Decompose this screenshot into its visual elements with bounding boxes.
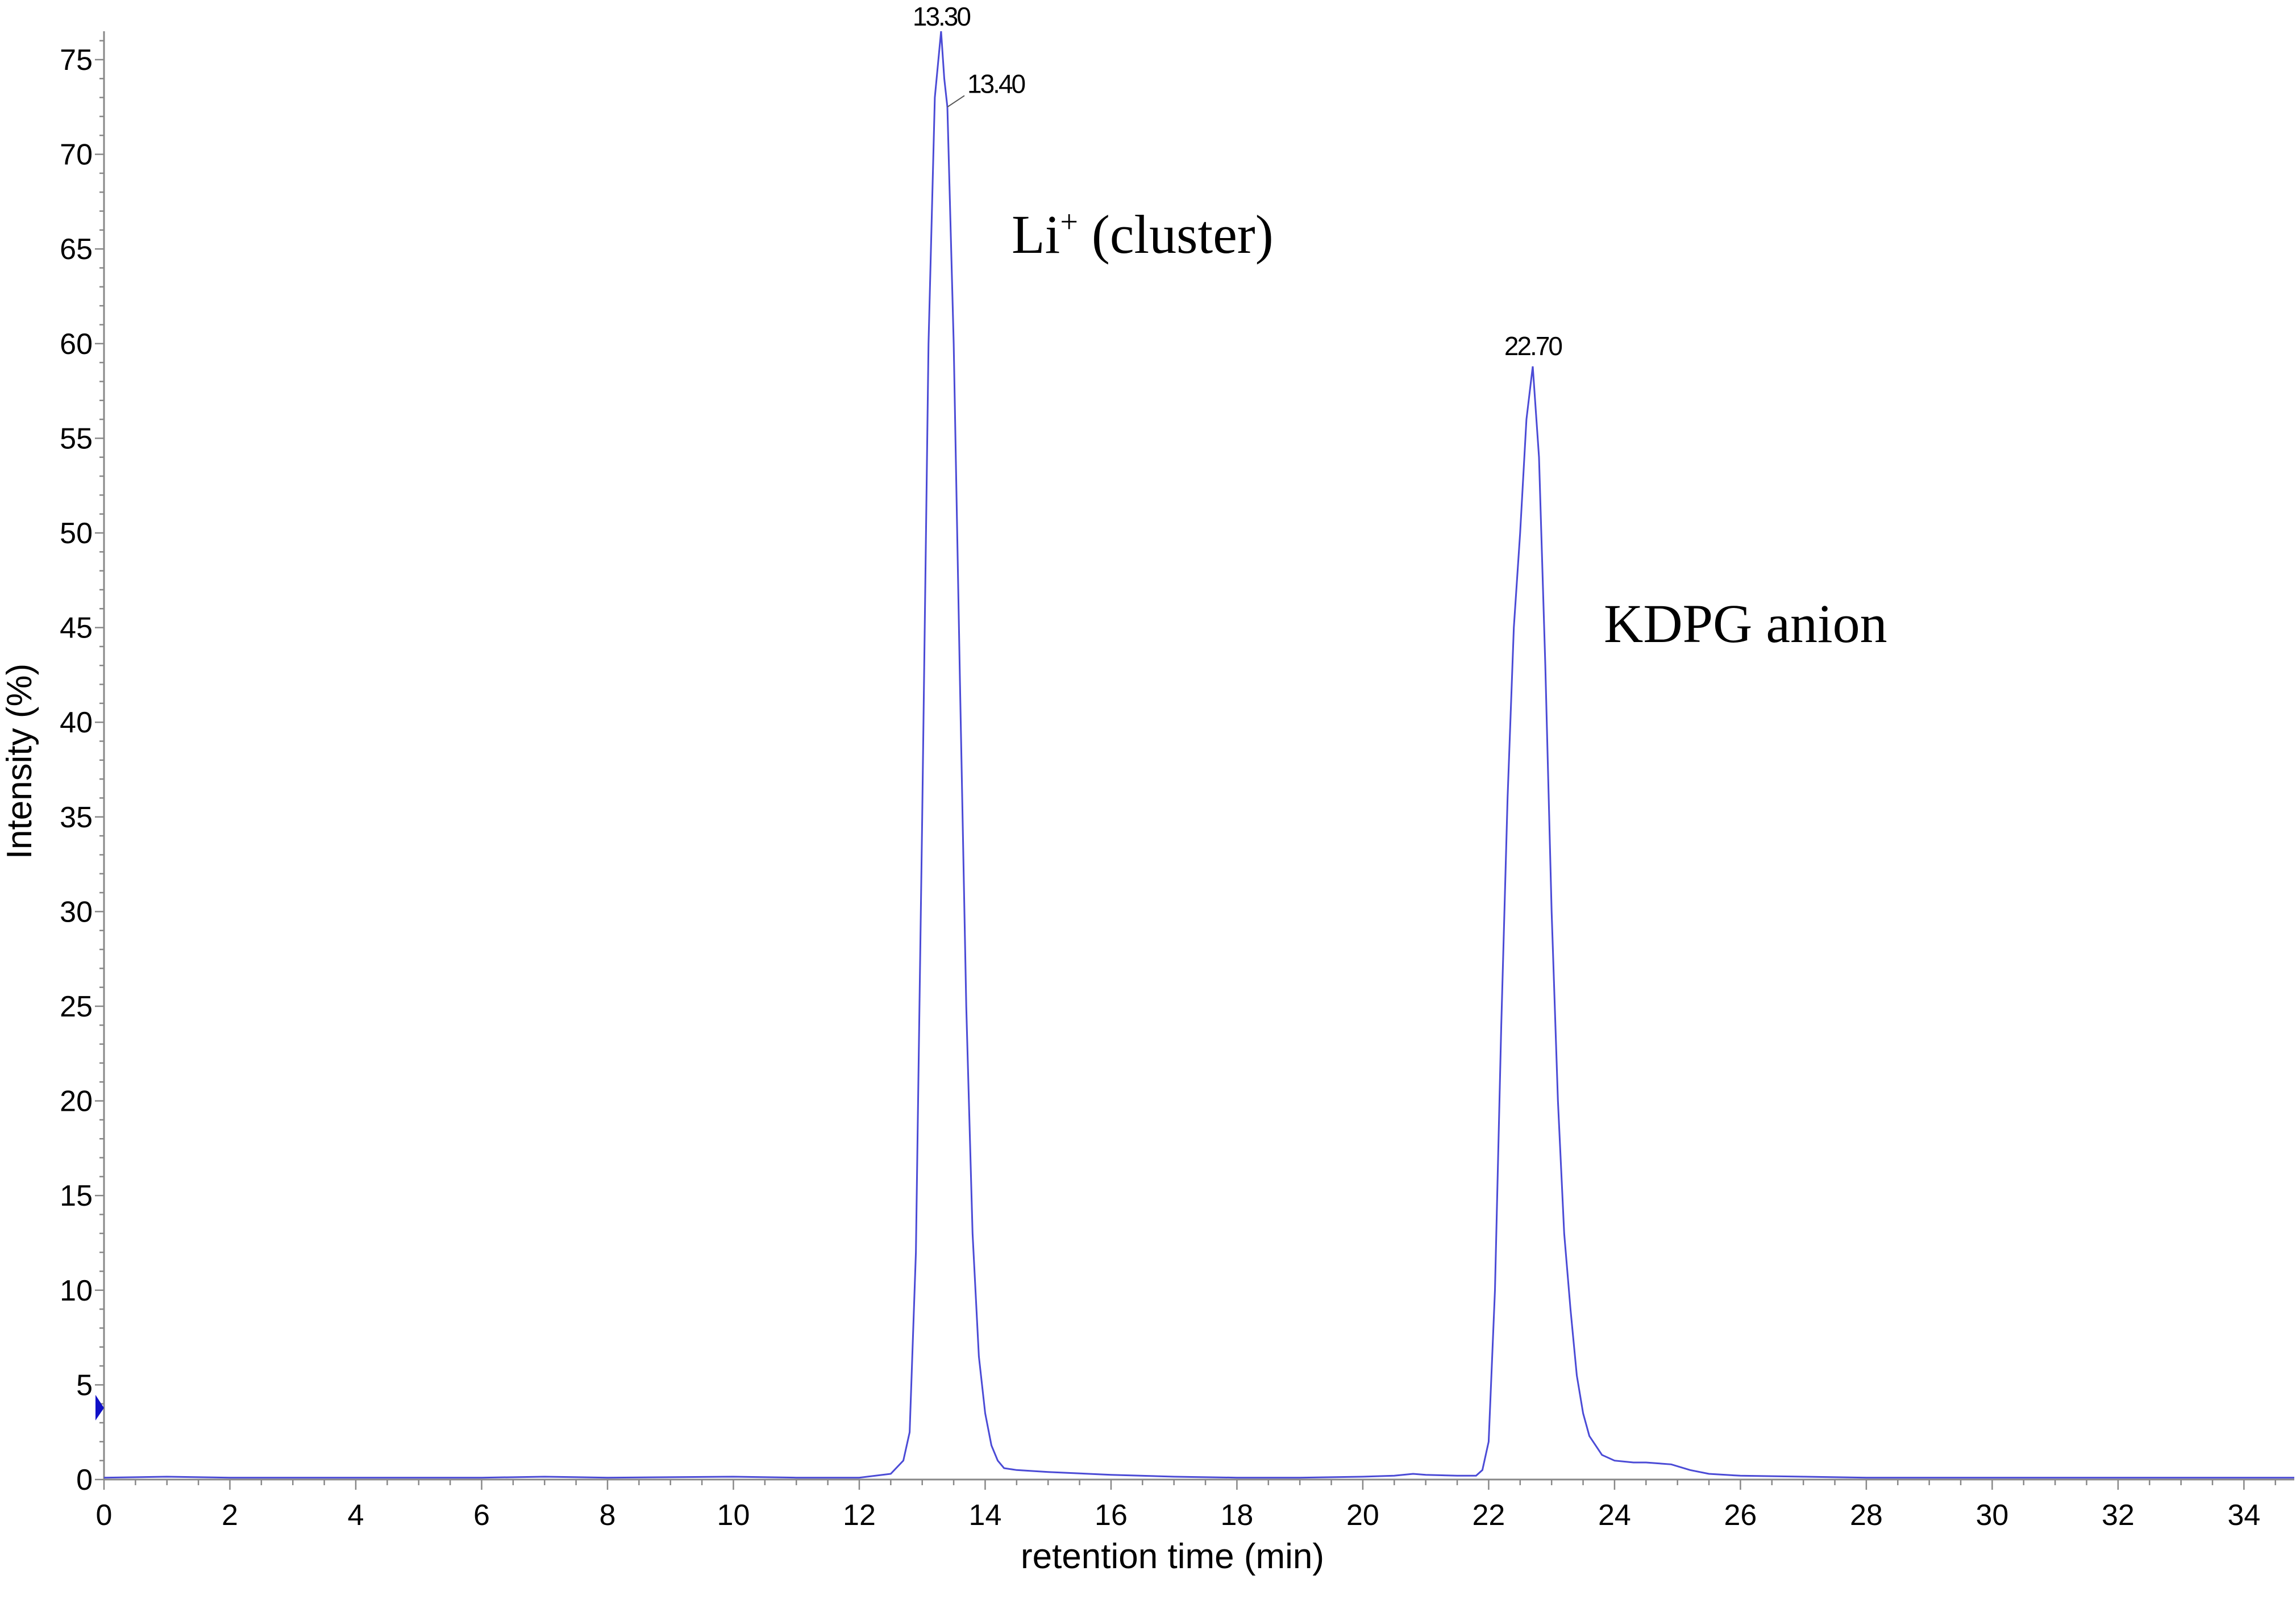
x-tick-label: 16: [1095, 1499, 1128, 1532]
peak-label-leader: [947, 95, 965, 108]
y-tick-label: 30: [60, 895, 93, 928]
x-tick-label: 34: [2227, 1499, 2260, 1532]
x-tick-label: 14: [969, 1499, 1002, 1532]
y-tick-label: 60: [60, 328, 93, 361]
x-axis-title: retention time (min): [1021, 1537, 1324, 1576]
peak-label: 13.40: [967, 69, 1025, 98]
peak-label: 13.30: [913, 2, 971, 31]
y-tick-label: 40: [60, 706, 93, 739]
annotation-li-suffix: (cluster): [1078, 204, 1274, 265]
x-tick-label: 4: [348, 1499, 364, 1532]
x-tick-label: 6: [473, 1499, 490, 1532]
y-tick-label: 45: [60, 612, 93, 645]
chromatogram-trace: [103, 31, 2294, 1479]
x-tick-label: 0: [96, 1499, 113, 1532]
x-tick-label: 8: [600, 1499, 616, 1532]
peak-label: 22.70: [1504, 331, 1562, 361]
y-tick-label: 15: [60, 1180, 93, 1212]
y-tick-label: 70: [60, 139, 93, 172]
y-tick-label: 55: [60, 422, 93, 455]
x-tick-label: 20: [1346, 1499, 1379, 1532]
annotation-li-cluster: Li+ (cluster): [1012, 204, 1274, 265]
y-tick-label: 75: [60, 44, 93, 77]
annotation-li-text: Li: [1012, 204, 1060, 265]
annotation-li-superscript: +: [1060, 205, 1078, 240]
y-axis-title: Intensity (%): [0, 664, 39, 860]
x-axis: 0 2 4 6 8 10 12 14 16 18 20 22 24 26 28 30 32 34: [96, 1478, 2294, 1532]
x-tick-label: 26: [1724, 1499, 1757, 1532]
x-tick-label: 32: [2102, 1499, 2135, 1532]
y-tick-label: 65: [60, 233, 93, 266]
x-tick-label: 30: [1975, 1499, 2008, 1532]
annotation-kdpg-anion: KDPG anion: [1604, 593, 1887, 654]
y-tick-label: 10: [60, 1274, 93, 1307]
peak-labels: 13.30 13.40 22.70: [913, 2, 1564, 361]
y-tick-label: 50: [60, 517, 93, 550]
baseline-marker-icon: [95, 1395, 104, 1420]
y-tick-label: 20: [60, 1085, 93, 1118]
y-tick-label: 25: [60, 990, 93, 1023]
x-tick-label: 24: [1598, 1499, 1631, 1532]
x-tick-label: 22: [1473, 1499, 1505, 1532]
x-tick-label: 2: [222, 1499, 238, 1532]
y-tick-label: 5: [76, 1369, 93, 1402]
y-tick-label: 0: [76, 1464, 93, 1497]
y-axis: 0 5 10 15 20 25 30 35 40 45 50 55 60 65 70 75: [60, 31, 105, 1497]
x-tick-label: 10: [717, 1499, 750, 1532]
x-tick-label: 28: [1850, 1499, 1883, 1532]
y-tick-label: 35: [60, 801, 93, 834]
x-tick-label: 12: [843, 1499, 876, 1532]
x-tick-label: 18: [1221, 1499, 1254, 1532]
